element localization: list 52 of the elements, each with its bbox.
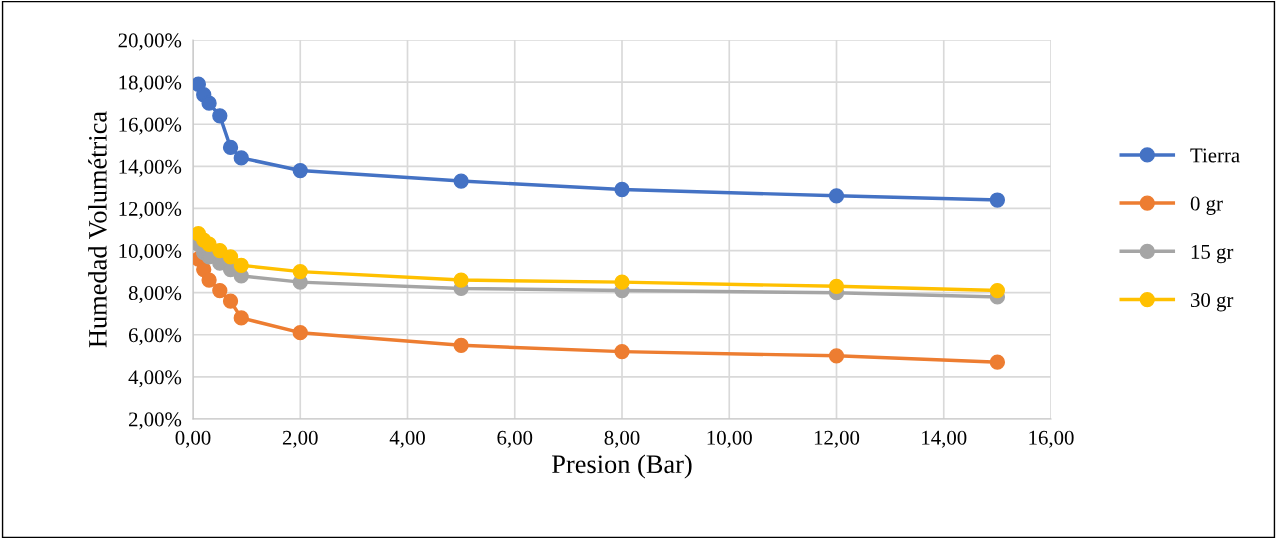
- point: [828, 188, 845, 204]
- y-axis-title: Humedad Volumétrica: [88, 111, 107, 348]
- point: [212, 282, 228, 299]
- x-tick-label: 8,00: [604, 430, 640, 448]
- point: [292, 162, 308, 179]
- x-tick-label: 10,00: [707, 430, 752, 448]
- point: [233, 257, 249, 273]
- point: [614, 181, 630, 198]
- point: [989, 354, 1006, 370]
- legend-label: 30 gr: [1190, 293, 1234, 312]
- x-axis-title: Presion (Bar): [552, 454, 692, 479]
- point: [453, 173, 469, 189]
- point: [292, 325, 308, 341]
- point: [989, 192, 1006, 208]
- y-tick-label: 12,00%: [119, 201, 182, 219]
- y-tick-label: 18,00%: [119, 75, 182, 93]
- legend-label: 0 gr: [1190, 196, 1223, 215]
- point: [292, 263, 308, 280]
- point: [233, 150, 249, 166]
- point: [212, 242, 228, 259]
- y-tick-label: 6,00%: [128, 328, 182, 346]
- x-tick-label: 0,00: [175, 430, 211, 448]
- point: [453, 272, 469, 288]
- point: [212, 108, 228, 124]
- point: [233, 310, 249, 326]
- point: [828, 348, 845, 364]
- x-tick-label: 16,00: [1029, 430, 1074, 448]
- point: [193, 76, 207, 92]
- y-tick-label: 16,00%: [119, 117, 182, 135]
- x-tick-label: 4,00: [389, 430, 425, 448]
- legend-label: 15 gr: [1191, 244, 1234, 264]
- x-tick-label: 14,00: [922, 430, 967, 448]
- point: [222, 249, 239, 265]
- y-tick-label: 8,00%: [128, 286, 182, 304]
- y-tick-label: 2,00%: [128, 412, 182, 430]
- point: [614, 343, 630, 360]
- point: [222, 139, 239, 156]
- point: [828, 278, 845, 294]
- point: [201, 95, 217, 111]
- y-tick-label: 4,00%: [128, 370, 182, 388]
- y-tick-label: 14,00%: [119, 159, 182, 177]
- x-tick-label: 6,00: [497, 430, 533, 448]
- point: [453, 337, 469, 353]
- point: [201, 272, 217, 288]
- point: [614, 274, 630, 290]
- x-tick-label: 2,00: [282, 430, 318, 448]
- y-tick-label: 10,00%: [119, 243, 182, 261]
- y-tick-label: 20,00%: [118, 33, 182, 51]
- point: [989, 282, 1006, 299]
- legend-label: Tierra: [1190, 148, 1240, 163]
- point: [222, 293, 239, 309]
- x-tick-label: 12,00: [814, 430, 860, 448]
